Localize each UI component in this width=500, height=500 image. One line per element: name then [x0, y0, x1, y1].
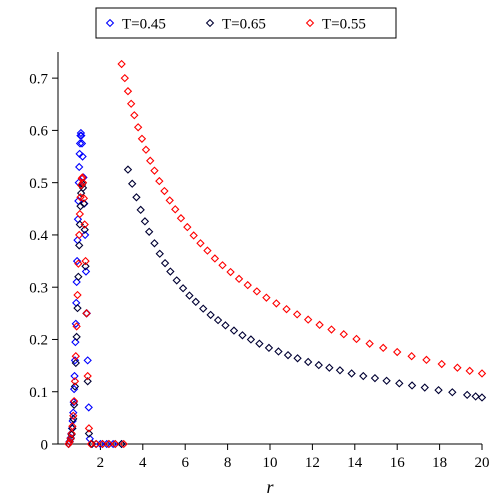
x-tick-label: 2 [97, 455, 105, 471]
y-tick-label: 0.7 [29, 71, 48, 87]
scatter-chart: 2 4 6 8 10 12 14 16 18 20 0 0.1 0.2 0.3 0.4 0.5 0.6 0.7 r T… [0, 0, 500, 500]
legend-label: T=0.55 [322, 16, 366, 32]
x-tick-label: 16 [390, 455, 406, 471]
x-tick-label: 12 [305, 455, 320, 471]
x-tick-label: 20 [475, 455, 490, 471]
x-tick-label: 6 [181, 455, 189, 471]
y-tick-label: 0.3 [29, 280, 48, 296]
y-tick-label: 0.1 [29, 385, 48, 401]
legend-label: T=0.45 [122, 16, 166, 32]
y-tick-label: 0 [41, 437, 49, 453]
x-tick-label: 18 [432, 455, 447, 471]
x-tick-label: 4 [139, 455, 147, 471]
x-tick-label: 14 [347, 455, 363, 471]
y-tick-label: 0.5 [29, 176, 48, 192]
y-tick-label: 0.6 [29, 124, 48, 140]
x-axis-label: r [266, 477, 274, 497]
y-tick-label: 0.4 [29, 228, 48, 244]
y-tick-label: 0.2 [29, 333, 48, 349]
x-tick-label: 10 [263, 455, 278, 471]
x-tick-label: 8 [224, 455, 232, 471]
legend-label: T=0.65 [222, 16, 266, 32]
